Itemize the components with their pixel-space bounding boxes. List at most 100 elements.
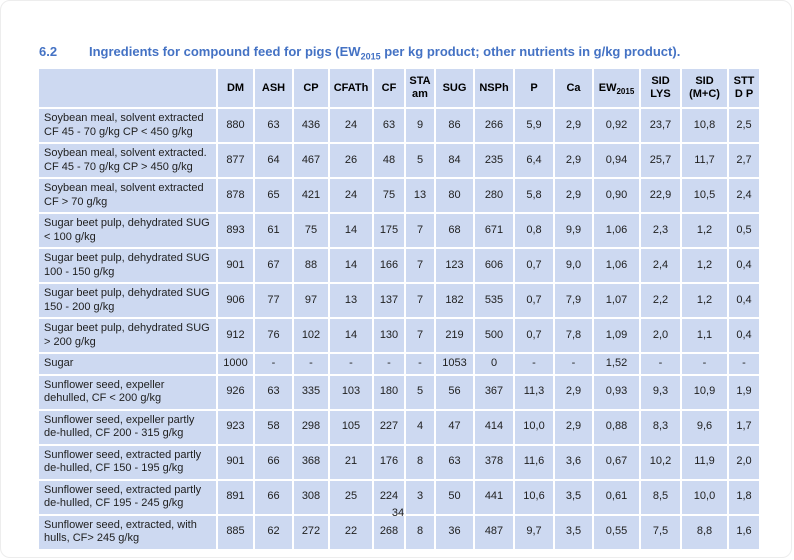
value-cell: 88 [292,247,330,284]
value-cell: 8,3 [639,408,682,446]
table-body: Soybean meal, solvent extracted CF 45 - … [37,107,761,551]
value-cell: 368 [292,443,330,481]
value-cell: 906 [216,282,255,319]
table-row: Sugar beet pulp, dehydrated SUG 150 - 20… [37,282,761,319]
section-title-prefix: Ingredients for compound feed for pigs (… [89,44,361,59]
value-cell: 0,94 [592,142,641,179]
value-cell: 80 [434,177,475,214]
value-cell: 7 [404,212,436,249]
value-cell: 86 [434,107,475,144]
value-cell: 166 [372,247,406,284]
value-cell: 2,9 [553,373,594,411]
ingredient-name-cell: Sunflower seed, expeller partly de-hulle… [37,408,218,446]
section-heading: 6.2 Ingredients for compound feed for pig… [39,44,761,62]
column-header: CP [292,67,330,109]
value-cell: 75 [292,212,330,249]
value-cell: 878 [216,177,255,214]
value-cell: 180 [372,373,406,411]
value-cell: 298 [292,408,330,446]
value-cell: 880 [216,107,255,144]
value-cell: 22 [328,513,374,551]
value-cell: 436 [292,107,330,144]
value-cell: 2,3 [639,212,682,249]
value-cell: 26 [328,142,374,179]
value-cell: 606 [473,247,515,284]
value-cell: 378 [473,443,515,481]
ingredient-name-cell: Sugar beet pulp, dehydrated SUG > 200 g/… [37,317,218,354]
value-cell: 67 [253,247,294,284]
column-header: STA am [404,67,436,109]
value-cell: 103 [328,373,374,411]
value-cell: 901 [216,443,255,481]
value-cell: 1,52 [592,352,641,376]
column-header: DM [216,67,255,109]
value-cell: 224 [372,478,406,516]
value-cell: 280 [473,177,515,214]
value-cell: 1,06 [592,247,641,284]
value-cell: 266 [473,107,515,144]
section-title-subscript: 2015 [360,51,381,62]
value-cell: 2,0 [727,443,761,481]
value-cell: 912 [216,317,255,354]
ingredient-name-cell: Sugar [37,352,218,376]
table-row: Sugar beet pulp, dehydrated SUG < 100 g/… [37,212,761,249]
value-cell: 1,06 [592,212,641,249]
value-cell: 0,93 [592,373,641,411]
value-cell: 10,0 [680,478,729,516]
value-cell: 1,09 [592,317,641,354]
value-cell: 268 [372,513,406,551]
table-row: Sunflower seed, extracted, with hulls, C… [37,513,761,551]
value-cell: 893 [216,212,255,249]
ingredient-name-cell: Soybean meal, solvent extracted CF 45 - … [37,107,218,144]
value-cell: 1,9 [727,373,761,411]
ingredients-table: DM ASH CP CFATh CF STA am SUG NSPh P Ca EW2015 SID LY… [37,67,761,551]
value-cell: 671 [473,212,515,249]
value-cell: 367 [473,373,515,411]
column-header: P [513,67,555,109]
value-cell: 63 [434,443,475,481]
value-cell: 0,67 [592,443,641,481]
value-cell: 62 [253,513,294,551]
value-cell: 182 [434,282,475,319]
value-cell: 137 [372,282,406,319]
value-cell: 14 [328,247,374,284]
table-header: DM ASH CP CFATh CF STA am SUG NSPh P Ca EW2015 SID LY… [37,67,761,109]
ingredient-name-cell: Soybean meal, solvent extracted CF > 70 … [37,177,218,214]
value-cell: 0,61 [592,478,641,516]
value-cell: 56 [434,373,475,411]
value-cell: 65 [253,177,294,214]
table-row: Sunflower seed, expeller dehulled, CF < … [37,373,761,411]
value-cell: 0,4 [727,282,761,319]
column-header: CFATh [328,67,374,109]
value-cell: 36 [434,513,475,551]
value-cell: 105 [328,408,374,446]
column-header: SID LYS [639,67,682,109]
value-cell: 1,2 [680,212,729,249]
value-cell: 10,8 [680,107,729,144]
value-cell: 7 [404,247,436,284]
value-cell: 3,5 [553,513,594,551]
value-cell: 2,9 [553,107,594,144]
value-cell: 8 [404,513,436,551]
value-cell: 10,5 [680,177,729,214]
value-cell: 2,2 [639,282,682,319]
value-cell: - [553,352,594,376]
value-cell: 2,9 [553,142,594,179]
value-cell: 123 [434,247,475,284]
value-cell: 0,8 [513,212,555,249]
value-cell: 8 [404,443,436,481]
table-row: Sugar beet pulp, dehydrated SUG > 200 g/… [37,317,761,354]
value-cell: 1053 [434,352,475,376]
value-cell: 24 [328,107,374,144]
value-cell: 9,7 [513,513,555,551]
value-cell: 2,5 [727,107,761,144]
value-cell: 9,0 [553,247,594,284]
value-cell: 66 [253,443,294,481]
value-cell: 24 [328,177,374,214]
value-cell: 1,6 [727,513,761,551]
value-cell: 4 [404,408,436,446]
column-header: SUG [434,67,475,109]
value-cell: 421 [292,177,330,214]
value-cell: 11,9 [680,443,729,481]
